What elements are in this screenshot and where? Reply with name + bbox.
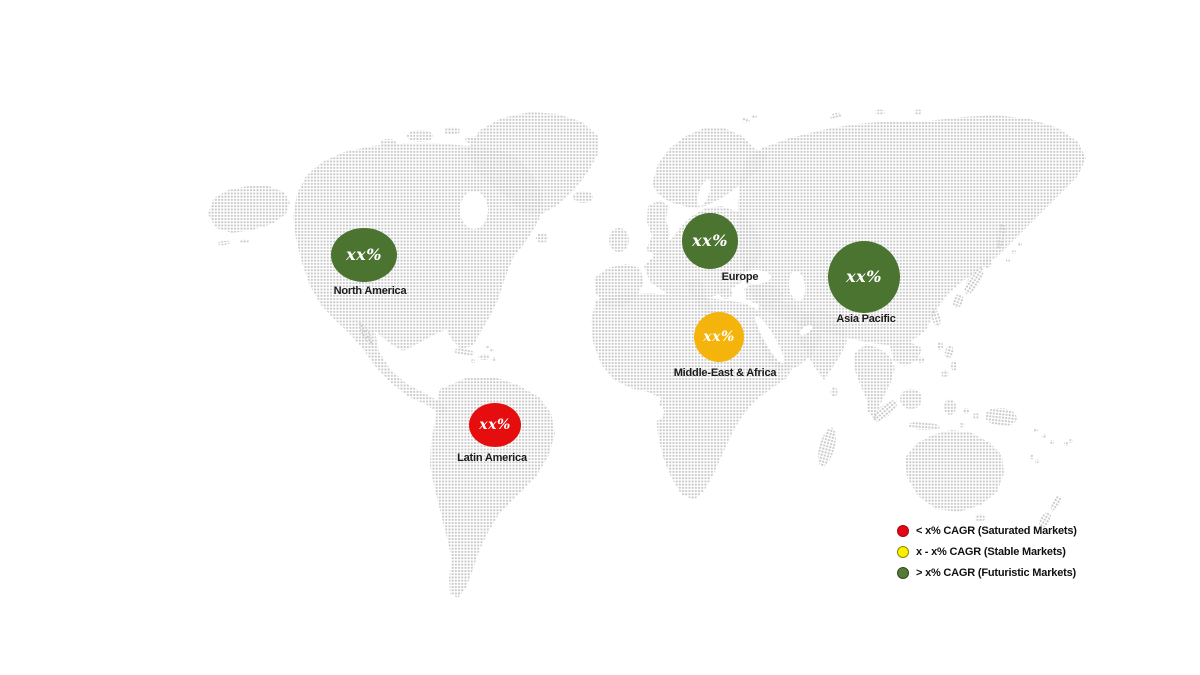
legend: < x% CAGR (Saturated Markets) x - x% CAGR… <box>897 524 1077 579</box>
region-bubble-latin-america: xx% <box>469 403 521 447</box>
sea-carves <box>460 179 813 423</box>
region-value-latin-america: xx% <box>479 417 511 433</box>
region-label-asia-pacific: Asia Pacific <box>836 313 896 325</box>
legend-dot-futuristic <box>897 566 909 579</box>
legend-item-saturated: < x% CAGR (Saturated Markets) <box>897 524 1077 537</box>
region-bubble-asia-pacific: xx% <box>828 241 900 313</box>
region-value-north-america: xx% <box>346 245 382 264</box>
region-value-europe: xx% <box>692 231 728 250</box>
region-bubble-middle-east-africa: xx% <box>694 312 744 362</box>
region-label-north-america: North America <box>333 285 407 297</box>
region-value-middle-east-africa: xx% <box>703 329 735 345</box>
legend-label-stable: x - x% CAGR (Stable Markets) <box>916 545 1066 558</box>
region-label-latin-america: Latin America <box>457 452 527 464</box>
legend-item-stable: x - x% CAGR (Stable Markets) <box>897 545 1077 558</box>
region-label-middle-east-africa: Middle-East & Africa <box>673 367 777 379</box>
legend-label-saturated: < x% CAGR (Saturated Markets) <box>916 524 1077 537</box>
region-bubble-europe: xx% <box>682 213 738 269</box>
region-label-europe: Europe <box>721 271 759 283</box>
region-bubble-north-america: xx% <box>331 228 397 282</box>
region-value-asia-pacific: xx% <box>846 267 882 286</box>
legend-dot-stable <box>897 545 909 558</box>
legend-dot-saturated <box>897 524 909 537</box>
legend-item-futuristic: > x% CAGR (Futuristic Markets) <box>897 566 1077 579</box>
continents <box>208 109 1086 598</box>
legend-label-futuristic: > x% CAGR (Futuristic Markets) <box>916 566 1076 579</box>
